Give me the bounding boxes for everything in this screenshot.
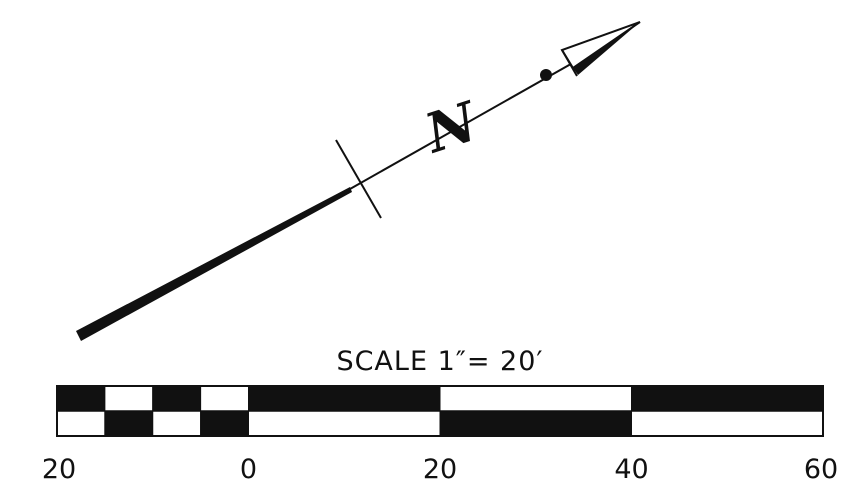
scale-cell-top — [152, 385, 202, 412]
scale-bar: SCALE 1″= 20′ 20 0 20 40 60 — [42, 346, 838, 484]
scale-cell-top — [439, 385, 632, 412]
scale-cell-top — [56, 385, 106, 412]
scale-tick-label: 60 — [804, 454, 838, 484]
scale-cell-bottom — [200, 410, 249, 437]
scale-tick-label: 40 — [614, 454, 648, 484]
scale-tick-label: 20 — [423, 454, 457, 484]
scale-cell-top — [248, 385, 441, 412]
scale-tick-label: 0 — [240, 454, 257, 484]
scale-cell-bottom — [439, 410, 632, 437]
scale-cell-top — [104, 385, 154, 412]
scale-bar-tick-labels: 20 0 20 40 60 — [42, 454, 838, 484]
scale-cell-bottom — [104, 410, 154, 437]
north-arrow: N — [76, 21, 641, 341]
north-arrow-head-fill — [573, 22, 640, 75]
scale-cell-bottom — [56, 410, 106, 437]
north-arrow-tail — [76, 187, 352, 341]
north-arrow-cross-tick — [335, 139, 382, 219]
scale-title: SCALE 1″= 20′ — [336, 346, 543, 377]
north-arrow-head-outline — [560, 21, 641, 70]
north-arrow-head-stem — [561, 49, 578, 77]
scale-bar-cells — [56, 385, 824, 437]
scale-tick-label: 20 — [42, 454, 76, 484]
scale-cell-bottom — [248, 410, 441, 437]
scale-cell-top — [631, 385, 824, 412]
scale-cell-top — [200, 385, 249, 412]
scale-cell-bottom — [152, 410, 202, 437]
scale-cell-bottom — [631, 410, 824, 437]
north-letter: N — [416, 88, 487, 166]
north-arrow-dot — [540, 69, 552, 81]
